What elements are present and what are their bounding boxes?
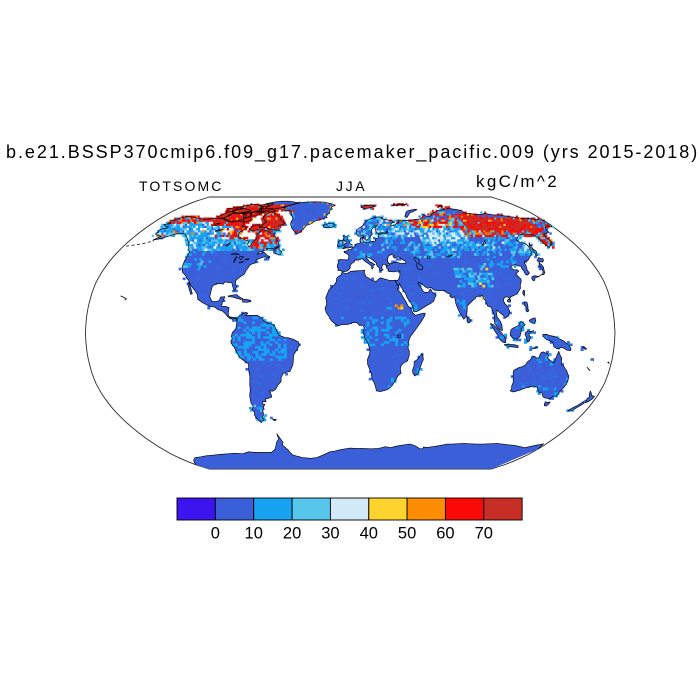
svg-text:50: 50 — [398, 525, 416, 543]
svg-text:30: 30 — [321, 525, 339, 543]
svg-text:40: 40 — [360, 525, 378, 543]
svg-text:10: 10 — [245, 525, 263, 543]
svg-text:60: 60 — [436, 525, 454, 543]
svg-text:70: 70 — [475, 525, 493, 543]
svg-text:20: 20 — [283, 525, 301, 543]
svg-text:0: 0 — [211, 525, 220, 543]
